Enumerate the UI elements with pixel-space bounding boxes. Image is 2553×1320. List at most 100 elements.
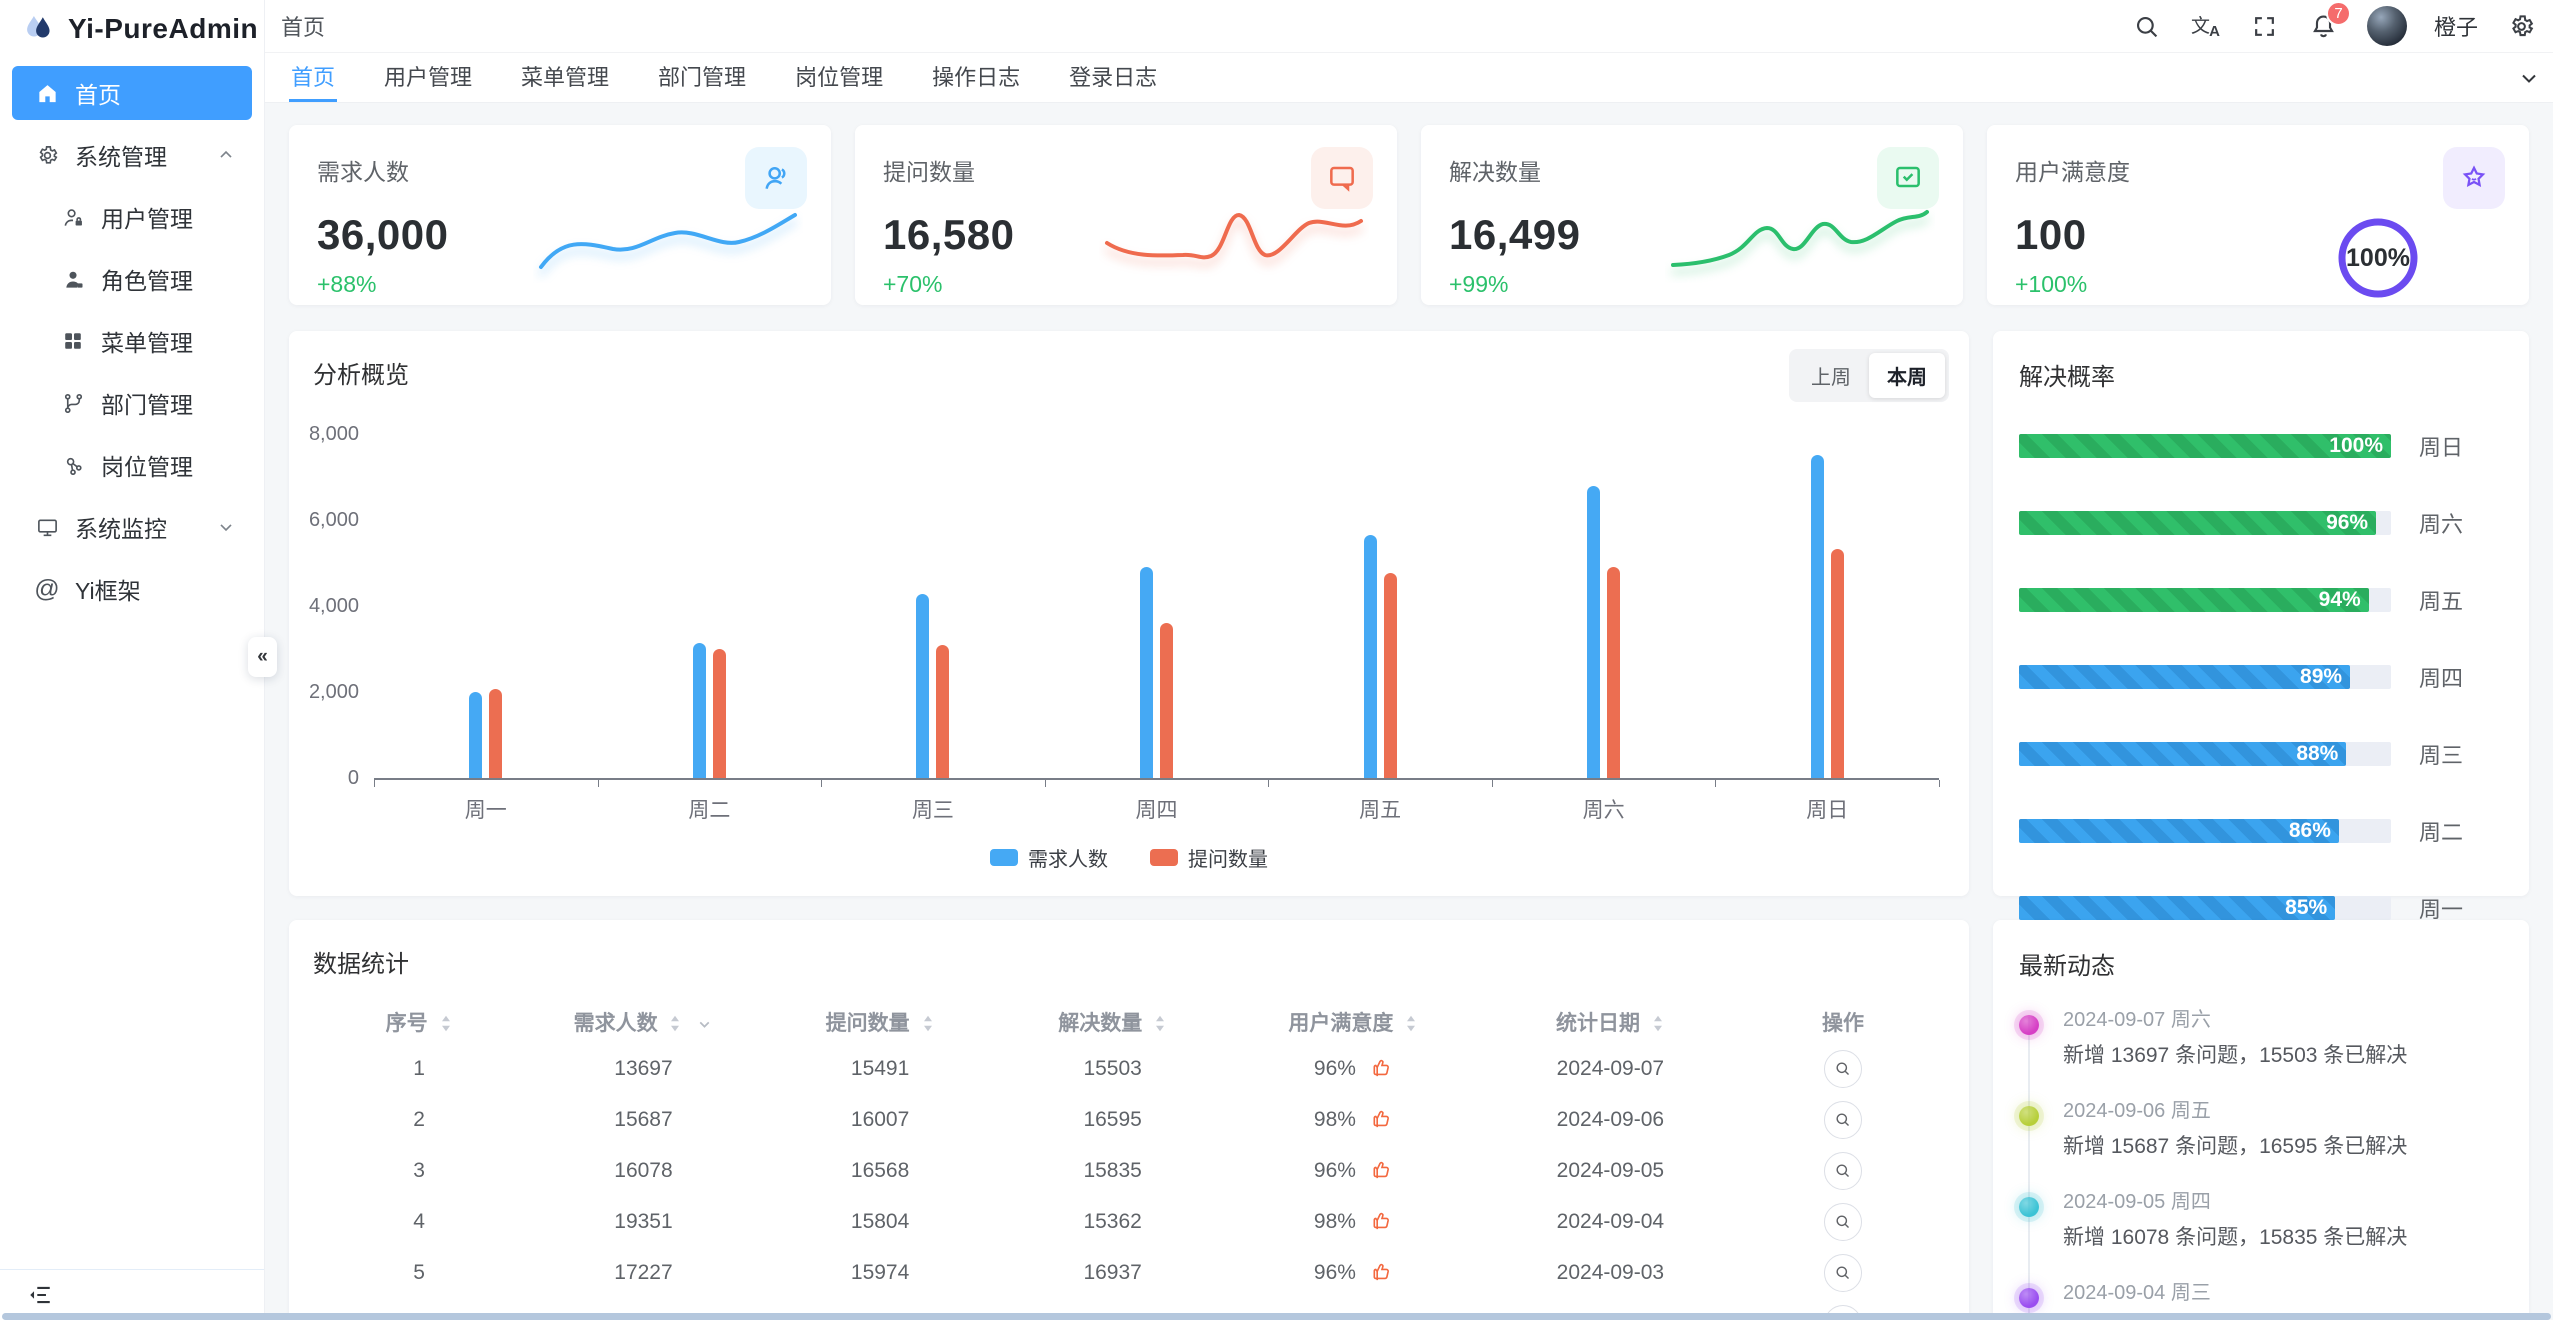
row-search-button[interactable] [1823,1202,1862,1241]
tab-user-management[interactable]: 用户管理 [384,65,473,90]
column-header-统计日期[interactable]: 统计日期 [1480,1001,1741,1043]
breadcrumb[interactable]: 首页 [281,15,326,40]
table-row: 4 19351 15804 15362 98% 2024-09-04 [313,1196,1945,1247]
sidebar-item-department-management[interactable]: 部门管理 [12,376,252,430]
satisfaction-ring: 100% [2335,215,2421,301]
latest-activity-card: 最新动态 2024-09-07 周六 新增 13697 条问题，15503 条已解… [1993,920,2529,1320]
sort-carets-icon[interactable] [1404,1013,1418,1034]
sidebar-item-system-management[interactable]: 系统管理 [12,128,252,182]
progress-fill: 86% [2019,819,2339,843]
cell-demand: 16078 [614,1158,673,1182]
sidebar-item-yi-framework[interactable]: @ Yi框架 [12,562,252,616]
bar-提问数量 [936,644,950,778]
sparkline-blue [539,213,797,269]
toggle-last-week[interactable]: 上周 [1811,367,1851,389]
sidebar-item-post-management[interactable]: 岗位管理 [12,438,252,492]
sidebar-item-label: 系统管理 [75,144,167,170]
tab-post-management[interactable]: 岗位管理 [795,65,884,90]
tab-menu-management[interactable]: 菜单管理 [521,65,610,90]
timeline-text: 新增 16078 条问题，15835 条已解决 [2063,1226,2408,1249]
stat-change: +99% [1449,271,1509,297]
axis-tick [1939,780,1940,787]
notifications-button[interactable]: 7 [2308,1,2351,42]
search-icon[interactable] [2131,10,2163,42]
row-search-button[interactable] [1823,1151,1862,1190]
cell-questions: 15974 [850,1260,910,1284]
tab-department-management[interactable]: 部门管理 [658,65,747,90]
timeline-dot [2019,1197,2039,1217]
column-header-提问数量[interactable]: 提问数量 [762,1001,999,1043]
filter-chevron-icon[interactable] [696,1016,713,1033]
cell-operation [1741,1094,1945,1145]
column-header-需求人数[interactable]: 需求人数 [525,1001,762,1043]
tabs-dropdown-chevron-icon[interactable] [2517,53,2541,102]
sort-carets-icon[interactable] [921,1013,935,1034]
x-axis-ticks [374,780,1940,788]
sort-carets-icon[interactable] [1651,1013,1665,1034]
cell-satisfaction: 96% [1227,1043,1480,1094]
tab-login-log[interactable]: 登录日志 [1069,65,1158,90]
tab-operation-log[interactable]: 操作日志 [932,65,1021,90]
x-axis-label: 周四 [1135,799,1178,822]
bar-group [1492,434,1716,778]
legend-item[interactable]: 需求人数 [990,843,1108,872]
tabbar: 首页 用户管理 菜单管理 部门管理 岗位管理 操作日志 登录日志 [265,53,2553,103]
sidebar-item-role-management[interactable]: 角色管理 [12,252,252,306]
row-search-button[interactable] [1823,1253,1862,1292]
timeline-item: 2024-09-06 周五 新增 15687 条问题，16595 条已解决 [2019,1094,2503,1160]
tab-home[interactable]: 首页 [289,53,338,102]
sparkline-orange [1105,212,1363,260]
progress-track: 88% [2019,742,2391,766]
sidebar-item-system-monitor[interactable]: 系统监控 [12,500,252,554]
branch-icon [60,390,86,416]
progress-fill: 96% [2019,511,2377,535]
settings-gear-icon[interactable] [2505,10,2537,42]
sidebar-item-user-management[interactable]: 用户管理 [12,190,252,244]
logo[interactable]: Yi-PureAdmin [0,0,264,58]
cell-demand: 17227 [614,1260,673,1284]
sidebar-collapse-button[interactable]: « [248,637,277,677]
column-header-解决数量[interactable]: 解决数量 [998,1001,1226,1043]
row-search-button[interactable] [1823,1049,1862,1088]
sidebar-item-label: 菜单管理 [101,330,193,356]
legend-swatch [1150,849,1178,866]
sidebar-item-menu-management[interactable]: 菜单管理 [12,314,252,368]
horizontal-scrollbar[interactable] [2,1313,2551,1320]
sort-carets-icon[interactable] [439,1013,453,1034]
column-label: 序号 [385,1012,428,1035]
bar-需求人数 [1810,454,1824,778]
avatar[interactable] [2366,6,2407,46]
bar-group [1268,434,1492,778]
sort-carets-icon[interactable] [668,1013,682,1034]
stat-change: +70% [883,271,943,297]
progress-percentage: 89% [2300,665,2343,688]
sidebar-menu: 首页 系统管理 用户管理 角色管理 菜单管理 部门管理 [0,58,264,616]
cell-date: 2024-09-04 [1556,1209,1665,1233]
cell-solved: 15835 [1083,1158,1142,1182]
column-header-序号[interactable]: 序号 [313,1001,525,1043]
chat-icon [1311,147,1373,209]
table-title: 数据统计 [313,951,409,978]
legend-item[interactable]: 提问数量 [1150,843,1268,872]
progress-list: 100% 周日 96% 周六 94% 周五 89% 周四 88% 周三 86% 周二 85% 周一 [2019,430,2503,924]
progress-row: 88% 周三 [2019,738,2503,770]
fullscreen-icon[interactable] [2249,10,2281,42]
axis-tick [597,780,599,787]
menu-fold-icon[interactable] [24,1279,56,1311]
row-search-button[interactable] [1823,1100,1862,1139]
sidebar-item-home[interactable]: 首页 [12,66,252,120]
toggle-this-week[interactable]: 本周 [1869,353,1945,398]
magnifier-icon [1836,1113,1850,1127]
username[interactable]: 橙子 [2433,15,2478,40]
cell-operation [1741,1145,1945,1196]
timeline-dot [2019,1106,2039,1126]
column-header-用户满意度[interactable]: 用户满意度 [1227,1001,1480,1043]
bar-需求人数 [692,642,706,778]
y-axis-tick-label: 4,000 [308,595,359,617]
progress-day-label: 周三 [2419,743,2464,768]
timeline-date: 2024-09-06 周五 [2063,1100,2211,1122]
sort-carets-icon[interactable] [1153,1013,1167,1034]
